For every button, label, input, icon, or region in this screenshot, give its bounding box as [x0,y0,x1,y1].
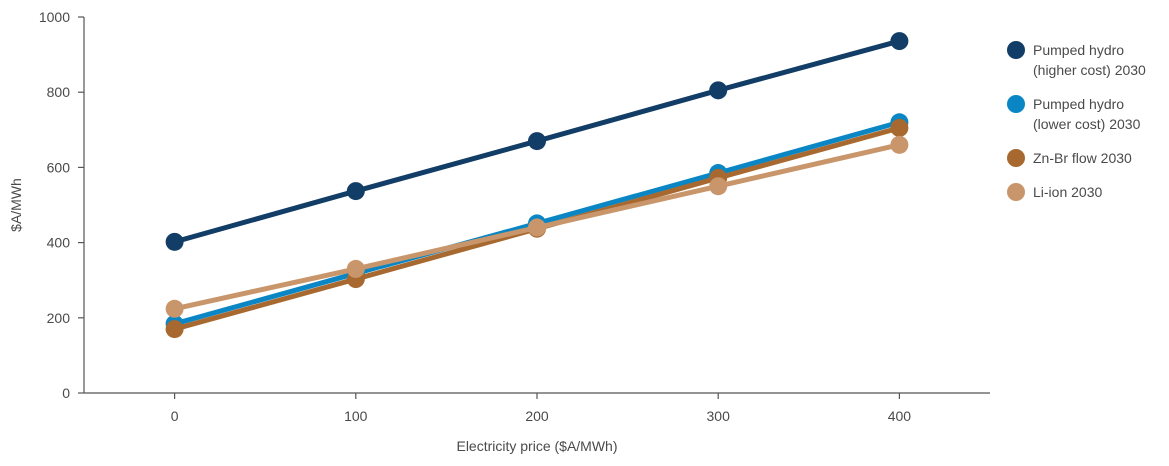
data-point [890,135,909,154]
legend: Pumped hydro (higher cost) 2030 Pumped hyd… [1007,41,1146,201]
x-tick-label: 0 [171,408,179,424]
legend-marker [1007,149,1025,167]
axes [83,17,990,394]
series-1 [165,32,909,251]
y-tick-label: 1000 [39,9,70,25]
legend-label: (lower cost) 2030 [1033,116,1141,132]
legend-marker [1007,41,1025,59]
x-axis-ticks: 0 100 200 300 400 [171,393,912,424]
y-tick-label: 800 [47,84,71,100]
legend-marker [1007,95,1025,113]
data-point [165,232,184,251]
data-point [709,177,728,196]
y-tick-label: 200 [47,310,71,326]
data-point [528,218,546,237]
legend-label: Pumped hydro [1033,96,1124,112]
x-tick-label: 300 [707,408,731,424]
series-layer [165,32,909,339]
y-axis-title: $A/MWh [8,178,24,232]
data-point [165,320,184,339]
x-axis-title: Electricity price ($A/MWh) [456,438,617,454]
legend-marker [1007,183,1025,201]
data-point [709,81,728,100]
data-point [528,132,546,151]
y-tick-label: 0 [62,385,70,401]
data-point [890,32,909,51]
series-4 [165,135,909,318]
legend-label: Zn-Br flow 2030 [1033,150,1132,166]
x-tick-label: 100 [344,408,368,424]
legend-label: Li-ion 2030 [1033,184,1102,200]
x-tick-label: 200 [525,408,549,424]
y-axis-ticks: 0 200 400 600 800 1000 [39,9,84,401]
y-tick-label: 400 [47,235,71,251]
data-point [890,118,909,137]
data-point [165,299,184,318]
legend-label: (higher cost) 2030 [1033,62,1146,78]
x-tick-label: 400 [888,408,912,424]
data-point [346,259,365,278]
y-tick-label: 600 [47,159,71,175]
legend-label: Pumped hydro [1033,42,1124,58]
data-point [346,182,365,201]
